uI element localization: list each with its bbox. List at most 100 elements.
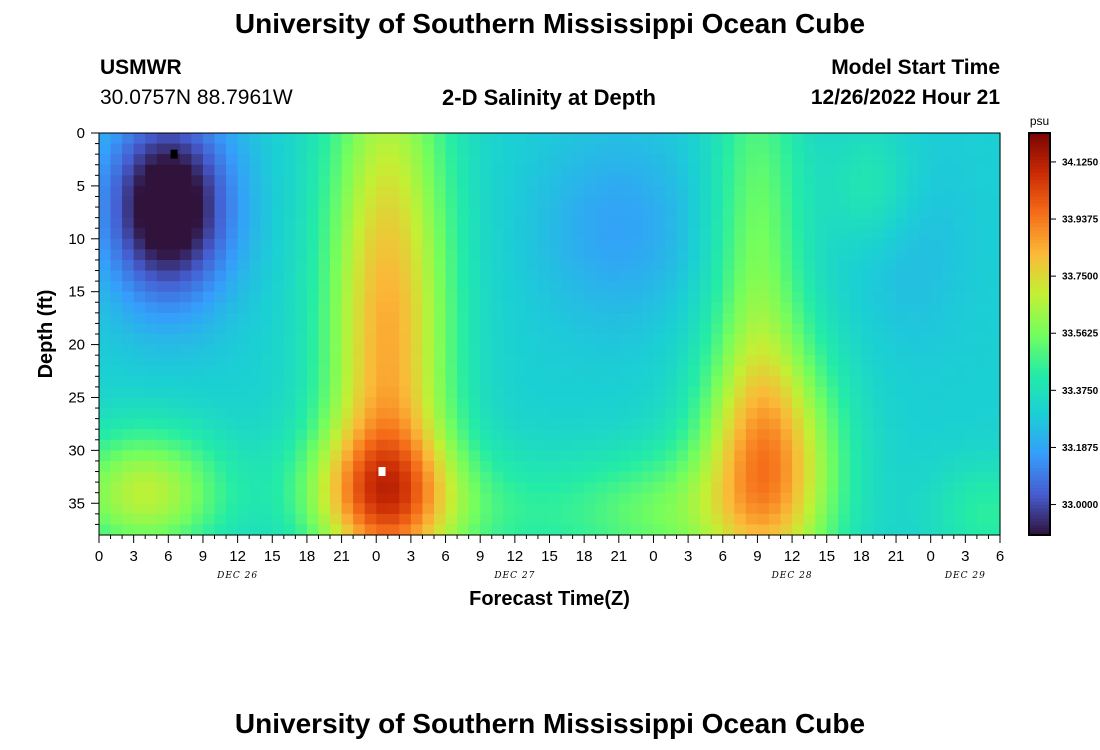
heatmap-cell: [711, 323, 724, 335]
heatmap-cell: [953, 154, 966, 166]
heatmap-cell: [514, 312, 527, 325]
heatmap-cell: [861, 408, 874, 420]
heatmap-cell: [561, 492, 574, 504]
heatmap-cell: [376, 408, 389, 420]
heatmap-cell: [353, 418, 366, 430]
colorbar-segment: [1029, 216, 1050, 221]
heatmap-cell: [318, 524, 331, 536]
colorbar-segment: [1029, 139, 1050, 144]
heatmap-cell: [792, 460, 805, 473]
heatmap-cell: [457, 185, 470, 198]
heatmap-cell: [156, 355, 169, 367]
heatmap-cell: [214, 249, 227, 261]
heatmap-cell: [849, 365, 862, 377]
heatmap-cell: [214, 524, 227, 536]
heatmap-cell: [110, 386, 123, 399]
heatmap-cell: [226, 259, 239, 272]
heatmap-cell: [965, 270, 978, 282]
colorbar-segment: [1029, 220, 1050, 225]
heatmap-cell: [480, 334, 493, 346]
heatmap-cell: [318, 429, 331, 441]
heatmap-cell: [422, 418, 435, 430]
heatmap-cell: [226, 154, 239, 166]
heatmap-cell: [306, 164, 320, 176]
heatmap-cell: [757, 323, 770, 335]
heatmap-cell: [422, 249, 435, 261]
heatmap-cell: [792, 503, 805, 515]
heatmap-cell: [561, 259, 574, 272]
heatmap-cell: [838, 185, 851, 198]
heatmap-cell: [330, 217, 343, 229]
heatmap-cell: [191, 492, 204, 504]
heatmap-cell: [849, 460, 862, 473]
heatmap-cell: [376, 281, 389, 293]
heatmap-cell: [976, 492, 990, 504]
heatmap-cell: [433, 376, 447, 388]
heatmap-cell: [260, 429, 273, 441]
heatmap-cell: [514, 291, 527, 303]
heatmap-cell: [630, 460, 643, 473]
heatmap-cell: [445, 312, 458, 325]
heatmap-cell: [896, 365, 909, 377]
heatmap-cell: [722, 429, 735, 441]
heatmap-cell: [849, 133, 862, 145]
heatmap-cell: [815, 365, 828, 377]
heatmap-cell: [318, 238, 331, 250]
heatmap-cell: [410, 228, 424, 240]
heatmap-cell: [861, 513, 874, 526]
heatmap-cell: [676, 334, 689, 346]
heatmap-cell: [942, 334, 955, 346]
heatmap-cell: [191, 196, 204, 208]
heatmap-cell: [641, 281, 655, 293]
heatmap-cell: [699, 217, 712, 229]
heatmap-cell: [722, 503, 735, 515]
heatmap-cell: [780, 185, 793, 198]
heatmap-cell: [387, 249, 400, 261]
heatmap-cell: [584, 450, 597, 462]
heatmap-cell: [376, 238, 389, 250]
heatmap-cell: [930, 312, 943, 325]
heatmap-cell: [734, 408, 747, 420]
heatmap-cell: [907, 143, 920, 155]
x-axis-label: Forecast Time(Z): [469, 588, 630, 610]
heatmap-cell: [457, 334, 470, 346]
heatmap-cell: [330, 471, 343, 483]
heatmap-cell: [445, 355, 458, 367]
colorbar-segment: [1029, 327, 1050, 332]
heatmap-cell: [433, 312, 447, 325]
heatmap-cell: [711, 270, 724, 282]
heatmap-cell: [410, 460, 424, 473]
heatmap-cell: [988, 471, 1001, 483]
heatmap-cell: [976, 217, 990, 229]
heatmap-cell: [838, 344, 851, 356]
heatmap-cell: [133, 323, 146, 335]
heatmap-cell: [861, 334, 874, 346]
heatmap-cell: [526, 344, 539, 356]
heatmap-cell: [376, 460, 389, 473]
heatmap-cell: [318, 376, 331, 388]
heatmap-cell: [884, 323, 897, 335]
heatmap-cell: [156, 217, 169, 229]
heatmap-cell: [457, 281, 470, 293]
heatmap-cell: [422, 259, 435, 272]
heatmap-cell: [826, 270, 839, 282]
heatmap-cell: [630, 355, 643, 367]
heatmap-cell: [953, 344, 966, 356]
heatmap-cell: [341, 312, 354, 325]
heatmap-cell: [607, 355, 620, 367]
heatmap-cell: [364, 164, 377, 176]
heatmap-cell: [376, 302, 389, 314]
heatmap-cell: [930, 482, 943, 494]
heatmap-cell: [584, 207, 597, 219]
heatmap-cell: [942, 418, 955, 430]
heatmap-cell: [896, 270, 909, 282]
heatmap-cell: [410, 482, 424, 494]
heatmap-cell: [306, 429, 320, 441]
heatmap-cell: [283, 482, 296, 494]
heatmap-cell: [780, 365, 793, 377]
heatmap-cell: [480, 482, 493, 494]
heatmap-cell: [988, 259, 1001, 272]
heatmap-cell: [607, 302, 620, 314]
heatmap-cell: [330, 429, 343, 441]
heatmap-cell: [353, 471, 366, 483]
